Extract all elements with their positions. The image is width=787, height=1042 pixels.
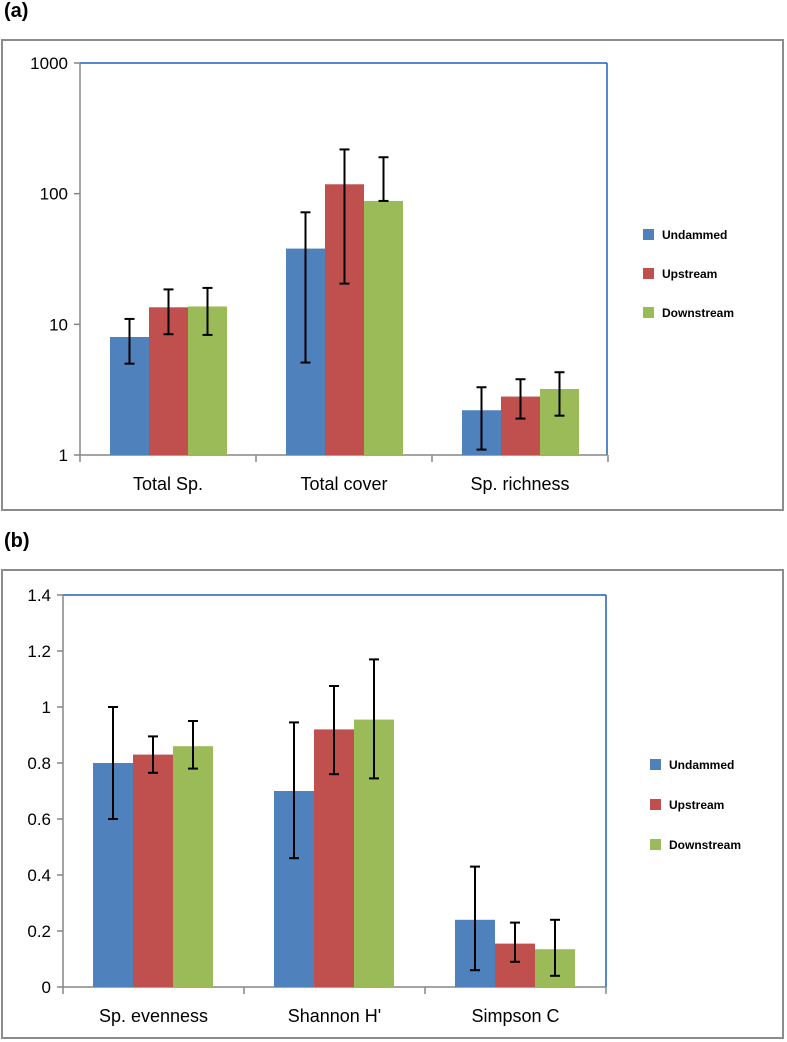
- y-tick-label: 10: [49, 315, 68, 334]
- y-tick-label: 100: [40, 185, 68, 204]
- legend-label-upstream: Upstream: [662, 267, 717, 281]
- legend-label-downstream: Downstream: [669, 838, 741, 852]
- y-tick-label: 1.2: [27, 642, 51, 661]
- bar-downstream-1: [173, 746, 213, 987]
- x-category-label: Total cover: [300, 474, 387, 494]
- y-tick-label: 1000: [30, 54, 68, 73]
- bar-upstream-1: [133, 754, 173, 987]
- legend-swatch-undammed: [650, 759, 661, 770]
- legend-label-undammed: Undammed: [669, 758, 734, 772]
- legend-swatch-downstream: [643, 307, 654, 318]
- y-tick-label: 0.2: [27, 922, 51, 941]
- legend-label-downstream: Downstream: [662, 306, 734, 320]
- legend-swatch-upstream: [643, 268, 654, 279]
- y-tick-label: 0: [42, 978, 51, 997]
- y-tick-label: 0.8: [27, 754, 51, 773]
- y-tick-label: 0.4: [27, 866, 51, 885]
- y-tick-label: 1.4: [27, 586, 51, 605]
- panel-label-b: (b): [4, 530, 30, 552]
- x-category-label: Sp. richness: [470, 474, 569, 494]
- panel-label-a: (a): [4, 0, 29, 22]
- x-category-label: Shannon H': [288, 1006, 382, 1026]
- bar-downstream-2: [364, 200, 403, 455]
- x-category-label: Total Sp.: [133, 474, 203, 494]
- y-tick-label: 1: [42, 698, 51, 717]
- y-tick-label: 0.6: [27, 810, 51, 829]
- legend-swatch-upstream: [650, 799, 661, 810]
- y-tick-label: 1: [59, 446, 68, 465]
- legend-swatch-downstream: [650, 839, 661, 850]
- x-category-label: Sp. evenness: [99, 1006, 208, 1026]
- x-category-label: Simpson C: [471, 1006, 559, 1026]
- legend-swatch-undammed: [643, 229, 654, 240]
- legend-label-upstream: Upstream: [669, 798, 724, 812]
- legend-label-undammed: Undammed: [662, 228, 727, 242]
